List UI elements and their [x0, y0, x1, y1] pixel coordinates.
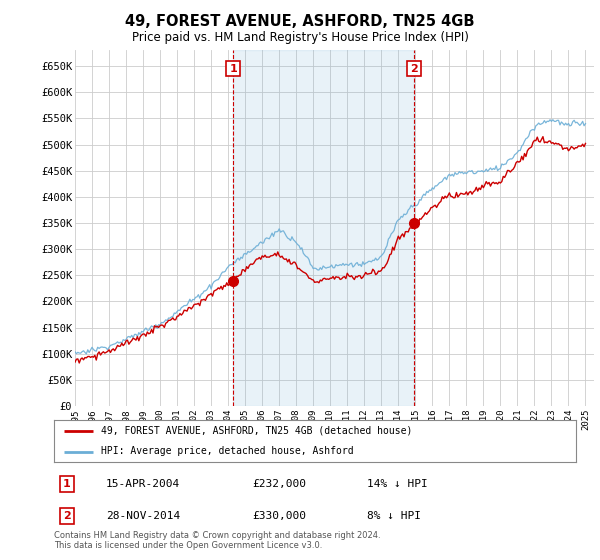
Text: £232,000: £232,000: [253, 479, 307, 489]
Text: 1: 1: [229, 64, 237, 74]
Text: Price paid vs. HM Land Registry's House Price Index (HPI): Price paid vs. HM Land Registry's House …: [131, 31, 469, 44]
Text: 8% ↓ HPI: 8% ↓ HPI: [367, 511, 421, 521]
Text: HPI: Average price, detached house, Ashford: HPI: Average price, detached house, Ashf…: [101, 446, 353, 456]
Text: 14% ↓ HPI: 14% ↓ HPI: [367, 479, 428, 489]
Text: 2: 2: [410, 64, 418, 74]
Text: 49, FOREST AVENUE, ASHFORD, TN25 4GB: 49, FOREST AVENUE, ASHFORD, TN25 4GB: [125, 14, 475, 29]
Text: Contains HM Land Registry data © Crown copyright and database right 2024.
This d: Contains HM Land Registry data © Crown c…: [54, 531, 380, 550]
Text: 2: 2: [63, 511, 71, 521]
Text: 1: 1: [63, 479, 71, 489]
Text: £330,000: £330,000: [253, 511, 307, 521]
Text: 28-NOV-2014: 28-NOV-2014: [106, 511, 181, 521]
Text: 49, FOREST AVENUE, ASHFORD, TN25 4GB (detached house): 49, FOREST AVENUE, ASHFORD, TN25 4GB (de…: [101, 426, 412, 436]
Bar: [233, 50, 414, 406]
Text: 15-APR-2004: 15-APR-2004: [106, 479, 181, 489]
